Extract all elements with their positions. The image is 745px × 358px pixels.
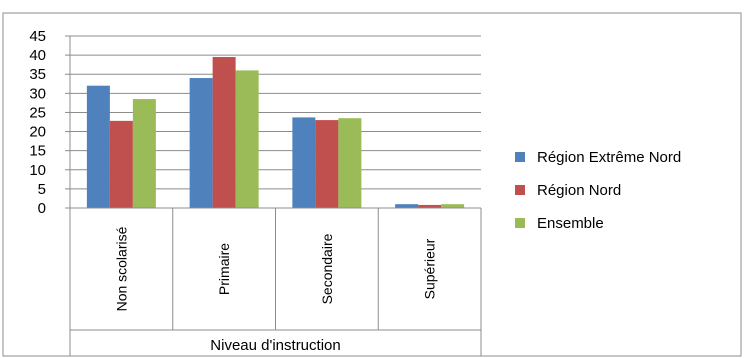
category-label: Supérieur: [422, 238, 438, 299]
legend-swatch: [515, 152, 525, 162]
legend: Région Extrême Nord Région Nord Ensemble: [515, 149, 681, 232]
x-axis-title: Niveau d'instruction: [210, 337, 340, 354]
legend-swatch: [515, 218, 525, 228]
category-label: Primaire: [216, 243, 232, 295]
legend-label: Région Nord: [537, 182, 621, 199]
legend-label: Ensemble: [537, 215, 604, 232]
y-tick-label: 40: [29, 47, 46, 64]
y-tick-label: 25: [29, 104, 46, 121]
y-tick-label: 35: [29, 66, 46, 83]
category-label: Secondaire: [319, 233, 335, 304]
axes-layer: [65, 35, 482, 356]
bar: [212, 57, 236, 209]
bar: [132, 99, 156, 208]
legend-label: Région Extrême Nord: [537, 149, 681, 166]
bar: [315, 120, 339, 208]
y-tick-label: 10: [29, 162, 46, 179]
y-tick-label: 0: [38, 200, 46, 217]
y-tick-label: 30: [29, 85, 46, 102]
y-tick-label: 15: [29, 143, 46, 160]
y-tick-label: 5: [38, 181, 46, 198]
bars-layer: [86, 57, 465, 209]
bar: [86, 85, 110, 208]
bar: [395, 204, 419, 208]
category-label: Non scolarisé: [113, 226, 129, 311]
bar: [338, 118, 362, 208]
bar: [441, 204, 465, 208]
legend-swatch: [515, 185, 525, 195]
bar: [418, 204, 442, 208]
labels-layer: 0 5 10 15 20 25 30 35 40 45 Non scolarisé Primaire S…: [29, 28, 437, 311]
bar: [235, 70, 259, 209]
y-tick-label: 45: [29, 28, 46, 45]
bar: [189, 78, 213, 209]
bar: [292, 117, 316, 208]
bar: [109, 120, 133, 208]
y-tick-label: 20: [29, 124, 46, 141]
